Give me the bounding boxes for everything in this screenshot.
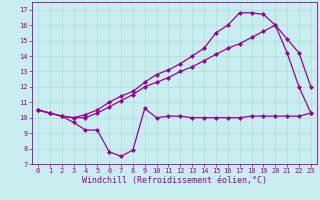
X-axis label: Windchill (Refroidissement éolien,°C): Windchill (Refroidissement éolien,°C) xyxy=(82,176,267,185)
